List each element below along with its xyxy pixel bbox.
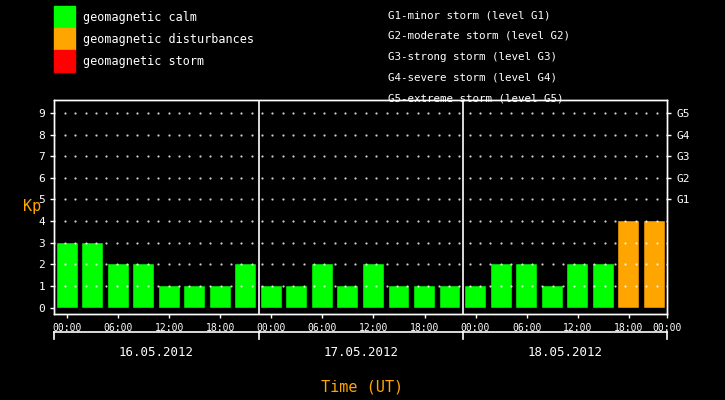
Bar: [133, 264, 154, 308]
Bar: [465, 286, 486, 308]
Bar: [542, 286, 563, 308]
Y-axis label: Kp: Kp: [22, 200, 41, 214]
Bar: [261, 286, 282, 308]
Text: geomagnetic calm: geomagnetic calm: [83, 10, 197, 24]
Text: G5-extreme storm (level G5): G5-extreme storm (level G5): [388, 93, 563, 103]
Text: geomagnetic disturbances: geomagnetic disturbances: [83, 32, 254, 46]
Text: G4-severe storm (level G4): G4-severe storm (level G4): [388, 72, 557, 82]
Bar: [363, 264, 384, 308]
Bar: [644, 221, 665, 308]
Text: Time (UT): Time (UT): [321, 379, 404, 394]
Bar: [57, 243, 78, 308]
Bar: [210, 286, 231, 308]
Bar: [618, 221, 639, 308]
Bar: [286, 286, 307, 308]
Bar: [439, 286, 460, 308]
Bar: [312, 264, 333, 308]
Text: 16.05.2012: 16.05.2012: [119, 346, 194, 359]
Text: G2-moderate storm (level G2): G2-moderate storm (level G2): [388, 31, 570, 41]
Bar: [337, 286, 358, 308]
Bar: [491, 264, 512, 308]
Bar: [567, 264, 588, 308]
Bar: [516, 264, 537, 308]
Bar: [236, 264, 256, 308]
Text: G3-strong storm (level G3): G3-strong storm (level G3): [388, 52, 557, 62]
Text: 17.05.2012: 17.05.2012: [323, 346, 398, 359]
Bar: [82, 243, 103, 308]
Bar: [184, 286, 205, 308]
Text: G1-minor storm (level G1): G1-minor storm (level G1): [388, 10, 550, 20]
Bar: [414, 286, 435, 308]
Text: geomagnetic storm: geomagnetic storm: [83, 54, 204, 68]
Bar: [389, 286, 410, 308]
Bar: [593, 264, 613, 308]
Bar: [108, 264, 128, 308]
Text: 18.05.2012: 18.05.2012: [527, 346, 602, 359]
Bar: [159, 286, 180, 308]
